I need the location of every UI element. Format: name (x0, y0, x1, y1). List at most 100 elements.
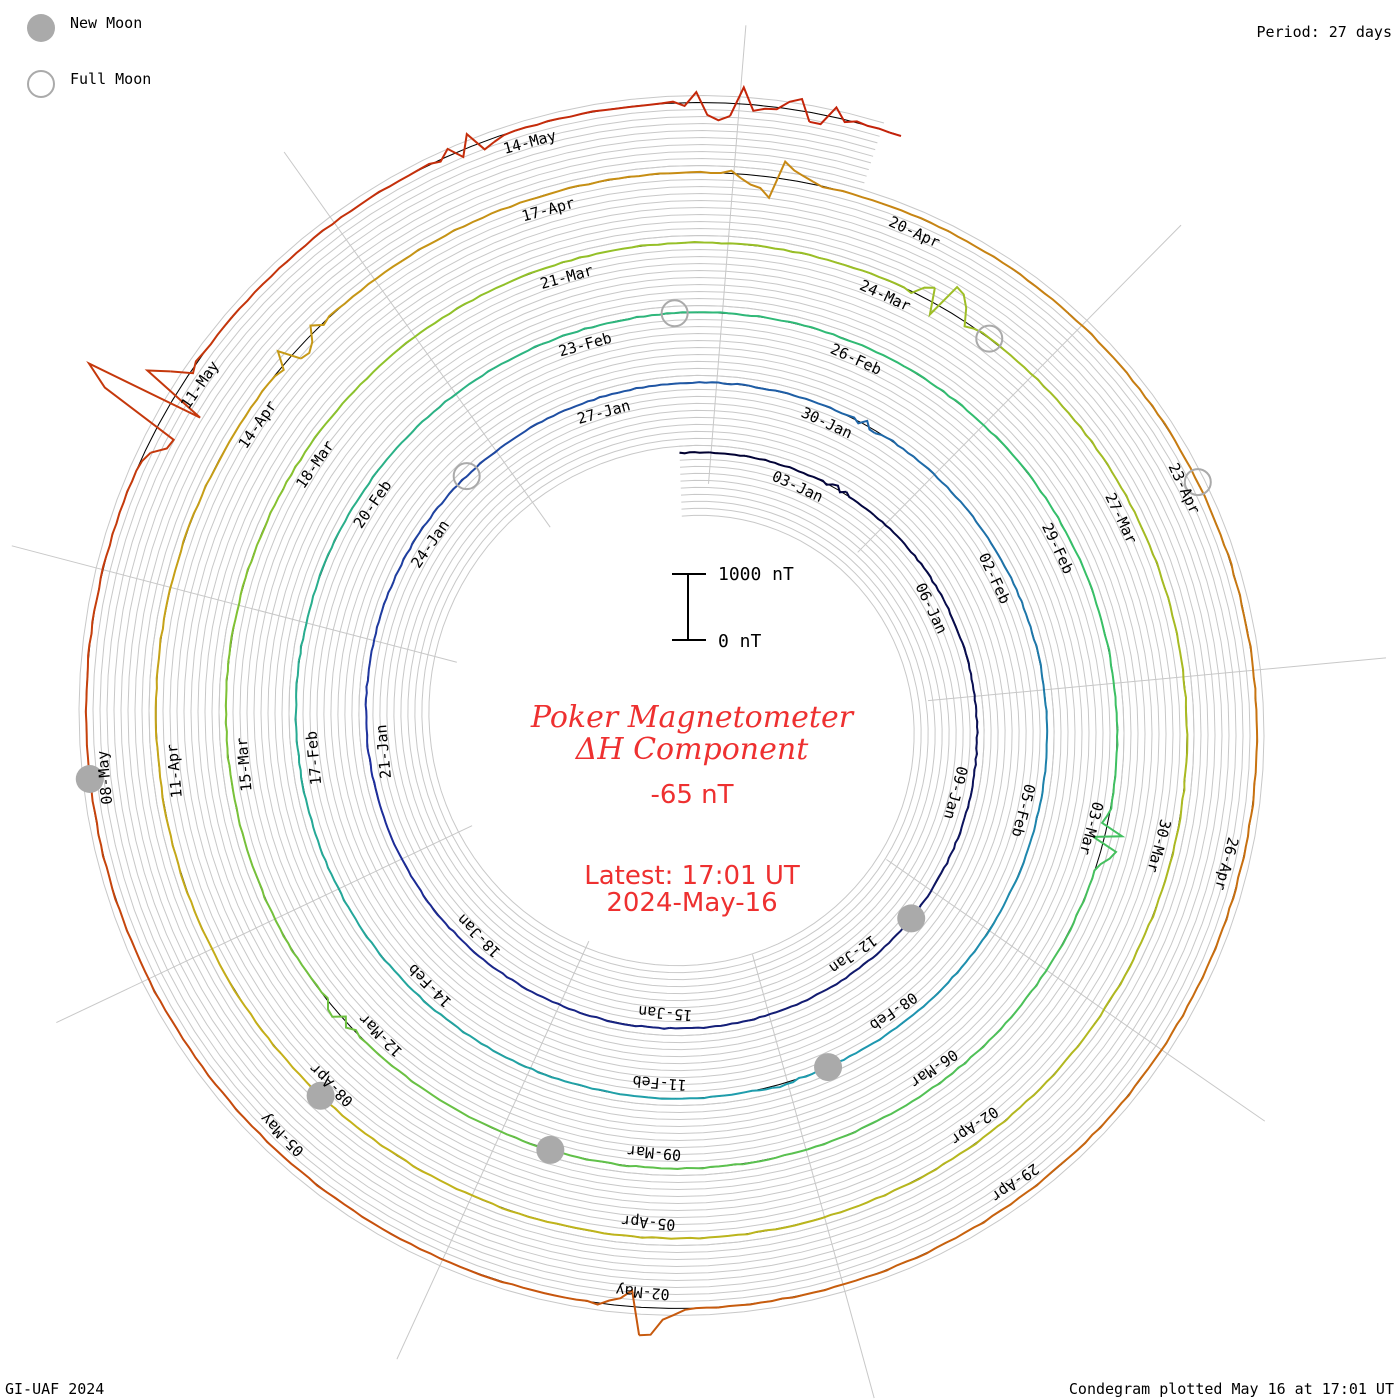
trace-segment (950, 817, 966, 854)
trace-segment (364, 704, 369, 748)
trace-segment (861, 1022, 903, 1051)
trace-segment (1082, 566, 1103, 620)
trace-segment (327, 998, 368, 1044)
trace-segment (386, 827, 407, 866)
trace-segment (717, 1296, 794, 1309)
trace-segment (935, 1209, 1002, 1249)
full-moon-icon (27, 70, 55, 98)
trace-segment (685, 240, 749, 246)
trace-segment (1060, 1110, 1116, 1165)
trace-segment (308, 812, 327, 862)
trace-segment (578, 1083, 628, 1096)
trace-segment (163, 806, 182, 875)
trace-segment (291, 1163, 355, 1212)
trace-segment (632, 1235, 700, 1240)
trace-segment (669, 1026, 710, 1030)
trace-segment (1021, 601, 1038, 647)
date-label: 11-Apr (163, 743, 186, 799)
latest-date: 2024-May-16 (606, 888, 777, 918)
scale-top-label: 1000 nT (718, 564, 794, 585)
trace-segment (705, 381, 751, 387)
trace-segment (1026, 471, 1060, 519)
trace-segment (785, 991, 823, 1010)
full-moon-marker (452, 462, 481, 491)
trace-segment (95, 523, 118, 601)
trace-segment (1179, 651, 1188, 717)
trace-segment (516, 982, 554, 1003)
trace-segment (227, 602, 241, 663)
new-moon-marker (75, 764, 104, 793)
traces-layer (84, 84, 1259, 1337)
date-label: 15-Jan (638, 1002, 693, 1024)
trace-segment (313, 390, 356, 439)
trace-segment (1093, 784, 1126, 838)
trace-segment (401, 225, 465, 262)
trace-segment (821, 970, 856, 993)
trace-segment (398, 312, 451, 350)
trace-segment (766, 1213, 832, 1232)
trace-segment (407, 985, 448, 1020)
trace-segment (1173, 780, 1186, 846)
trace-segment (957, 633, 971, 669)
trace-segment (1073, 419, 1113, 473)
trace-segment (148, 980, 191, 1049)
trace-segment (324, 514, 350, 562)
trace-segment (411, 1080, 463, 1114)
moons-layer (75, 299, 1212, 1164)
trace-segment (185, 467, 217, 533)
trace-segment (626, 1094, 676, 1100)
trace-segment (1061, 893, 1088, 945)
trace-segment (1155, 845, 1176, 909)
trace-segment (649, 90, 731, 122)
trace-segment (1141, 528, 1166, 590)
trace-segment (170, 316, 233, 375)
trace-segment (366, 746, 377, 789)
trace-segment (661, 381, 706, 386)
date-label: 11-Feb (632, 1072, 687, 1094)
trace-segment (449, 283, 505, 315)
trace-segment (494, 343, 543, 369)
date-label: 05-Apr (621, 1212, 676, 1234)
trace-segment (854, 341, 905, 368)
date-label: 14-May (501, 126, 558, 158)
trace-segment (639, 1306, 718, 1337)
trace-segment (1245, 625, 1257, 700)
trace-segment (353, 347, 400, 392)
trace-segment (418, 132, 495, 171)
date-label: 17-Feb (302, 730, 325, 786)
trace-segment (937, 956, 971, 994)
full-moon-label: Full Moon (70, 70, 152, 88)
trace-segment (946, 486, 978, 523)
date-label: 27-Jan (575, 396, 632, 428)
trace-segment (942, 599, 960, 634)
trace-segment (230, 782, 246, 842)
trace-segment (376, 431, 413, 472)
trace-segment (749, 384, 795, 397)
trace-segment (1119, 364, 1166, 424)
trace-segment (709, 1019, 749, 1028)
trace-segment (86, 599, 98, 679)
date-label: 12-Jan (826, 931, 881, 977)
trace-segment (463, 198, 530, 228)
grid-spoke (11, 545, 457, 663)
trace-segment (263, 897, 293, 952)
trace-segment (835, 409, 876, 434)
grid-spiral (141, 157, 1202, 1254)
grid-spoke (857, 224, 1182, 553)
trace-segment (450, 366, 496, 399)
scale-bottom-label: 0 nT (718, 631, 762, 652)
trace-segment (900, 539, 926, 569)
trace-segment (675, 1094, 725, 1100)
grid-spoke (927, 657, 1387, 702)
trace-segment (1244, 773, 1257, 847)
trace-segment (1163, 422, 1201, 488)
trace-segment (1100, 618, 1114, 674)
trace-segment (697, 311, 752, 317)
trace-segment (347, 470, 379, 516)
new-moon-icon (27, 14, 55, 42)
trace-segment (793, 394, 837, 412)
trace-segment (294, 712, 301, 764)
trace-segment (901, 991, 940, 1025)
trace-segment (366, 1042, 413, 1083)
